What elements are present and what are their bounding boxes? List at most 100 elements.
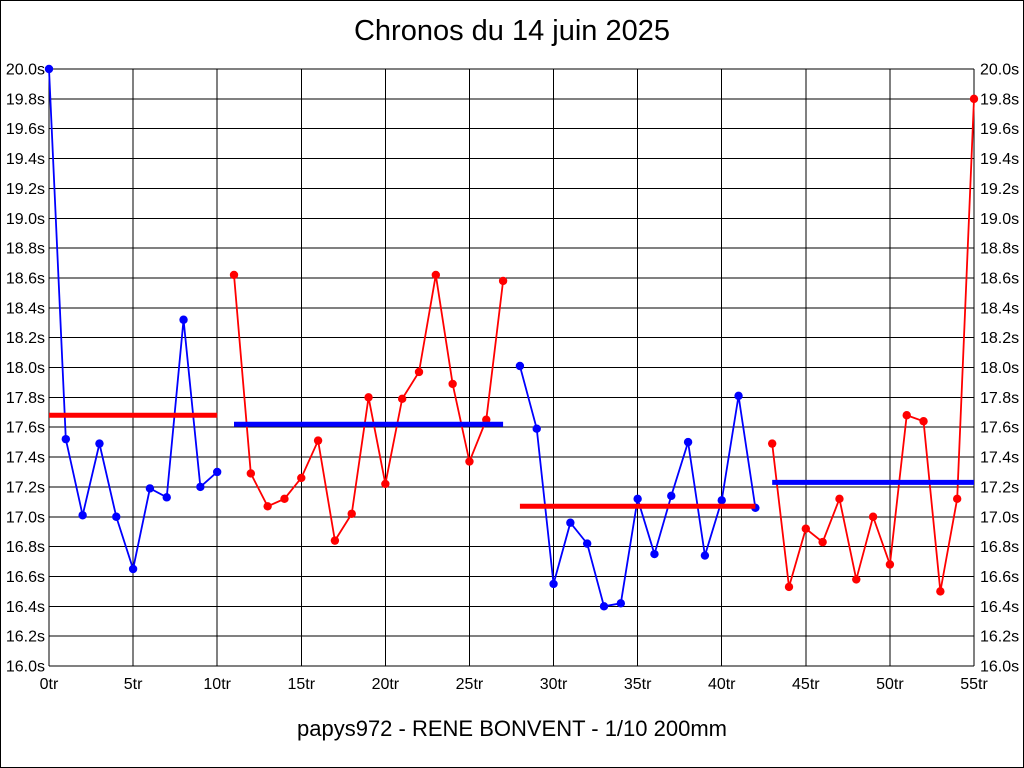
y-tick-label: 20.0s bbox=[6, 62, 45, 79]
y-tick-label: 18.2s bbox=[980, 330, 1019, 347]
y-tick-label: 19.0s bbox=[980, 211, 1019, 228]
x-tick-label: 25tr bbox=[456, 676, 484, 693]
y-tick-label: 16.0s bbox=[980, 659, 1019, 676]
data-point bbox=[179, 315, 188, 324]
data-point bbox=[835, 494, 844, 504]
data-point bbox=[784, 582, 794, 592]
x-tick-label: 20tr bbox=[372, 676, 400, 693]
y-tick-label: 16.2s bbox=[6, 629, 45, 646]
y-tick-label: 16.4s bbox=[980, 599, 1019, 616]
data-point bbox=[397, 394, 407, 404]
y-tick-label: 17.8s bbox=[980, 390, 1019, 407]
data-point bbox=[465, 457, 474, 466]
data-point bbox=[498, 276, 508, 286]
data-point bbox=[196, 482, 205, 492]
y-tick-label: 19.4s bbox=[6, 151, 45, 168]
data-point bbox=[431, 270, 441, 280]
y-tick-label: 16.6s bbox=[6, 569, 45, 586]
x-tick-label: 40tr bbox=[708, 676, 736, 693]
data-point bbox=[667, 491, 676, 501]
data-point bbox=[414, 367, 424, 377]
data-point bbox=[566, 518, 575, 527]
data-point bbox=[280, 494, 289, 504]
x-tick-label: 10tr bbox=[203, 676, 231, 693]
y-tick-label: 16.4s bbox=[6, 599, 45, 616]
data-point bbox=[44, 64, 54, 74]
data-point bbox=[969, 94, 979, 104]
data-point bbox=[616, 599, 626, 608]
y-tick-label: 17.6s bbox=[980, 420, 1019, 437]
y-tick-label: 17.0s bbox=[6, 509, 45, 526]
y-tick-label: 18.8s bbox=[980, 241, 1019, 258]
x-tick-label: 35tr bbox=[624, 676, 652, 693]
y-tick-label: 17.2s bbox=[6, 479, 45, 496]
y-tick-label: 17.8s bbox=[6, 390, 45, 407]
y-tick-label: 19.8s bbox=[980, 91, 1019, 108]
data-point bbox=[532, 424, 541, 433]
y-tick-label: 17.6s bbox=[6, 420, 45, 437]
data-point bbox=[263, 502, 272, 511]
data-point bbox=[162, 493, 171, 502]
grid-lines bbox=[48, 68, 975, 667]
y-tick-label: 16.0s bbox=[6, 659, 45, 676]
y-tick-label: 18.6s bbox=[980, 270, 1019, 287]
y-tick-label: 19.6s bbox=[6, 121, 45, 138]
y-tick-label: 16.8s bbox=[6, 539, 45, 556]
data-point bbox=[582, 539, 592, 548]
data-point bbox=[347, 509, 356, 518]
data-point bbox=[95, 439, 104, 448]
x-tick-label: 55tr bbox=[960, 676, 988, 693]
data-point bbox=[902, 411, 911, 420]
y-tick-label: 18.4s bbox=[6, 300, 45, 317]
data-point bbox=[599, 602, 609, 611]
y-tick-label: 18.8s bbox=[6, 241, 45, 258]
series-relais-2-rouge bbox=[229, 270, 508, 545]
y-tick-label: 18.0s bbox=[6, 360, 45, 377]
data-point bbox=[515, 361, 525, 371]
y-tick-label: 20.0s bbox=[980, 62, 1019, 79]
y-tick-label: 17.4s bbox=[980, 450, 1019, 467]
y-tick-label: 19.6s bbox=[980, 121, 1019, 138]
x-tick-label: 30tr bbox=[540, 676, 568, 693]
data-point bbox=[767, 439, 777, 448]
data-point bbox=[885, 560, 895, 569]
y-tick-label: 18.6s bbox=[6, 270, 45, 287]
data-point bbox=[633, 494, 642, 504]
x-axis-labels: 0tr 5tr 10tr 15tr 20tr 25tr 30tr 35tr 40tr 45tr 50… bbox=[40, 676, 989, 693]
data-point bbox=[330, 536, 340, 545]
y-tick-label: 18.2s bbox=[6, 330, 45, 347]
data-point bbox=[549, 579, 558, 589]
data-point bbox=[683, 437, 693, 447]
y-tick-label: 16.8s bbox=[980, 539, 1019, 556]
y-tick-label: 17.0s bbox=[980, 509, 1019, 526]
data-point bbox=[229, 270, 239, 280]
y-tick-label: 16.2s bbox=[980, 629, 1019, 646]
data-point bbox=[852, 575, 861, 584]
y-tick-label: 18.0s bbox=[980, 360, 1019, 377]
data-point bbox=[364, 393, 373, 402]
data-point bbox=[650, 549, 659, 559]
y-tick-label: 19.0s bbox=[6, 211, 45, 228]
data-point bbox=[700, 551, 710, 560]
x-tick-label: 0tr bbox=[40, 676, 59, 693]
y-tick-label: 16.6s bbox=[980, 569, 1019, 586]
y-axis-labels-right: 20.0s 19.8s 19.6s 19.4s 19.2s 19.0s 18.8s 18.6s… bbox=[980, 62, 1019, 676]
series-line bbox=[233, 274, 504, 544]
data-point bbox=[734, 391, 743, 401]
data-point bbox=[212, 467, 222, 477]
series-relais-4-rouge bbox=[767, 94, 979, 596]
data-point bbox=[952, 494, 962, 504]
y-axis-labels-left: 20.0s 19.8s 19.6s 19.4s 19.2s 19.0s 18.8s 18.6s… bbox=[6, 62, 45, 676]
y-tick-label: 17.2s bbox=[980, 479, 1019, 496]
data-point bbox=[297, 473, 306, 483]
y-tick-label: 19.4s bbox=[980, 151, 1019, 168]
y-tick-label: 19.8s bbox=[6, 91, 45, 108]
data-point bbox=[717, 496, 726, 505]
data-point bbox=[61, 434, 71, 444]
data-point bbox=[381, 479, 390, 489]
x-tick-label: 15tr bbox=[287, 676, 315, 693]
x-tick-label: 50tr bbox=[876, 676, 904, 693]
chart-title: Chronos du 14 juin 2025 bbox=[353, 15, 670, 47]
